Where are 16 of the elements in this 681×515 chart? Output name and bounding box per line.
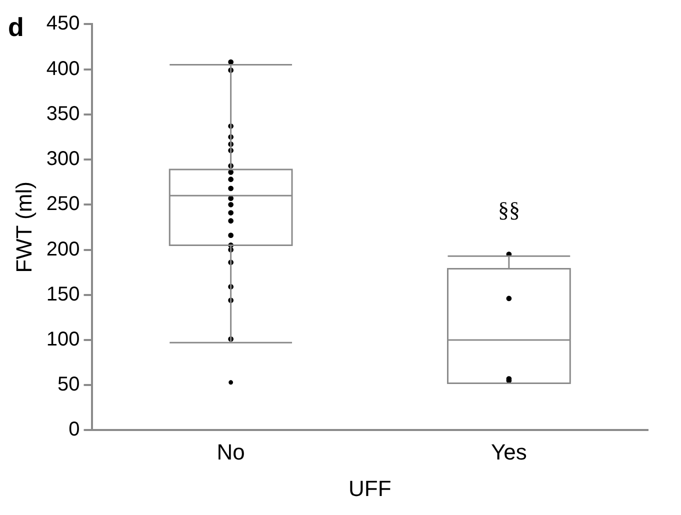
- y-axis-title: FWT (ml): [11, 182, 36, 273]
- y-tick-label: 150: [46, 283, 80, 306]
- y-tick-label: 50: [58, 374, 80, 396]
- y-tick-label: 0: [68, 418, 80, 441]
- annotation: §§: [498, 196, 520, 222]
- y-tick-label: 100: [46, 328, 80, 350]
- x-axis-title: UFF: [348, 476, 392, 501]
- y-tick-label: 450: [46, 12, 80, 35]
- chart-title: d: [8, 12, 24, 42]
- y-tick-label: 400: [46, 58, 80, 80]
- x-tick-label: No: [216, 439, 245, 464]
- y-tick-label: 200: [46, 238, 80, 260]
- x-tick-label: Yes: [490, 439, 527, 464]
- y-tick-label: 300: [46, 148, 80, 170]
- y-tick-label: 350: [46, 102, 80, 125]
- y-tick-label: 250: [46, 193, 80, 216]
